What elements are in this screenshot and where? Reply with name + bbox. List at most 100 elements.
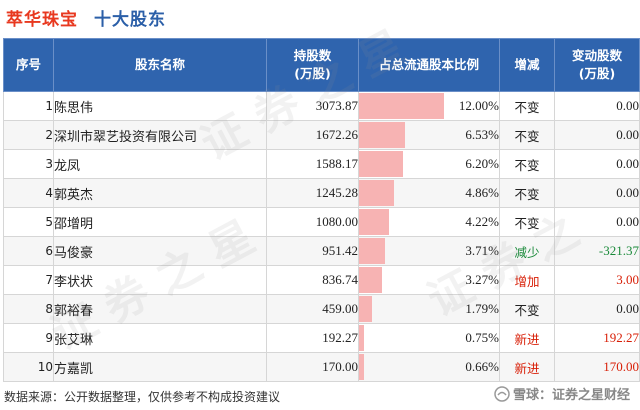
ratio-bar — [359, 238, 386, 264]
change-amount: 0.00 — [554, 207, 640, 237]
ratio-value: 6.53% — [465, 127, 499, 142]
ratio-cell: 1.79% — [358, 294, 500, 324]
change-status: 增加 — [499, 265, 555, 295]
ratio-bar — [359, 267, 383, 293]
ratio-value: 3.71% — [465, 243, 499, 258]
row-index: 9 — [3, 323, 54, 353]
ratio-value: 0.75% — [465, 330, 499, 345]
col-header-name: 股东名称 — [53, 38, 267, 92]
ratio-cell: 3.71% — [358, 236, 500, 266]
shares-held: 170.00 — [266, 352, 359, 382]
change-status: 不变 — [499, 178, 555, 208]
ratio-cell: 4.22% — [358, 207, 500, 237]
change-status: 新进 — [499, 323, 555, 353]
table-body: 1 陈思伟 3073.87 12.00% 不变 0.00 2 深圳市翠艺投资有限公司 1672.… — [3, 91, 640, 382]
change-amount: 3.00 — [554, 265, 640, 295]
ratio-value: 0.66% — [465, 359, 499, 374]
col-header-change: 增减 — [499, 38, 555, 92]
ratio-bar — [359, 354, 364, 380]
shares-held: 192.27 — [266, 323, 359, 353]
shares-held: 1588.17 — [266, 149, 359, 179]
row-index: 3 — [3, 149, 54, 179]
shares-held: 3073.87 — [266, 91, 359, 121]
shares-held: 459.00 — [266, 294, 359, 324]
shareholder-name: 深圳市翠艺投资有限公司 — [53, 120, 267, 150]
row-index: 8 — [3, 294, 54, 324]
shares-held: 836.74 — [266, 265, 359, 295]
change-amount: 192.27 — [554, 323, 640, 353]
change-status: 不变 — [499, 91, 555, 121]
brand-watermark: 雪球：证券之星财经 — [494, 384, 630, 403]
col-header-ratio: 占总流通股本比例 — [358, 38, 500, 92]
col-header-delta: 变动股数 (万股) — [554, 38, 640, 92]
ratio-value: 4.22% — [465, 214, 499, 229]
shareholder-name: 李状状 — [53, 265, 267, 295]
change-amount: 0.00 — [554, 120, 640, 150]
shareholder-name: 马俊豪 — [53, 236, 267, 266]
row-index: 6 — [3, 236, 54, 266]
ratio-cell: 0.75% — [358, 323, 500, 353]
change-amount: 0.00 — [554, 149, 640, 179]
shareholder-name: 邵增明 — [53, 207, 267, 237]
change-status: 不变 — [499, 149, 555, 179]
change-amount: 170.00 — [554, 352, 640, 382]
row-index: 4 — [3, 178, 54, 208]
shares-held: 951.42 — [266, 236, 359, 266]
shareholder-name: 郭英杰 — [53, 178, 267, 208]
ratio-bar — [359, 209, 390, 235]
top-shareholders-table: 序号 股东名称 持股数 (万股) 占总流通股本比例 增减 变动股数 (万股) 1 陈思伟 3073… — [3, 38, 640, 382]
page-header: 萃华珠宝 十大股东 — [6, 3, 166, 31]
table-row: 5 邵增明 1080.00 4.22% 不变 0.00 — [3, 207, 640, 237]
change-status: 不变 — [499, 294, 555, 324]
shareholder-name: 方嘉凯 — [53, 352, 267, 382]
ratio-bar — [359, 122, 406, 148]
ratio-bar — [359, 151, 404, 177]
ratio-value: 1.79% — [465, 301, 499, 316]
table-row: 10 方嘉凯 170.00 0.66% 新进 170.00 — [3, 352, 640, 382]
shares-held: 1080.00 — [266, 207, 359, 237]
ratio-bar — [359, 296, 372, 322]
ratio-value: 4.86% — [465, 185, 499, 200]
shareholder-name: 龙凤 — [53, 149, 267, 179]
row-index: 5 — [3, 207, 54, 237]
row-index: 1 — [3, 91, 54, 121]
table-row: 8 郭裕春 459.00 1.79% 不变 0.00 — [3, 294, 640, 324]
shareholder-name: 陈思伟 — [53, 91, 267, 121]
ratio-cell: 0.66% — [358, 352, 500, 382]
row-index: 7 — [3, 265, 54, 295]
change-status: 减少 — [499, 236, 555, 266]
company-name: 萃华珠宝 — [6, 9, 78, 30]
table-row: 2 深圳市翠艺投资有限公司 1672.26 6.53% 不变 0.00 — [3, 120, 640, 150]
change-amount: 0.00 — [554, 178, 640, 208]
ratio-value: 6.20% — [465, 156, 499, 171]
shares-held: 1245.28 — [266, 178, 359, 208]
ratio-cell: 4.86% — [358, 178, 500, 208]
table-row: 1 陈思伟 3073.87 12.00% 不变 0.00 — [3, 91, 640, 121]
ratio-cell: 6.53% — [358, 120, 500, 150]
ratio-value: 3.27% — [465, 272, 499, 287]
ratio-bar — [359, 325, 365, 351]
table-row: 4 郭英杰 1245.28 4.86% 不变 0.00 — [3, 178, 640, 208]
shareholder-name: 郭裕春 — [53, 294, 267, 324]
snowball-icon — [494, 385, 510, 402]
table-row: 6 马俊豪 951.42 3.71% 减少 -321.37 — [3, 236, 640, 266]
col-header-index: 序号 — [3, 38, 54, 92]
shares-held: 1672.26 — [266, 120, 359, 150]
row-index: 2 — [3, 120, 54, 150]
change-status: 新进 — [499, 352, 555, 382]
ratio-bar — [359, 180, 394, 206]
table-row: 9 张艾琳 192.27 0.75% 新进 192.27 — [3, 323, 640, 353]
ratio-cell: 12.00% — [358, 91, 500, 121]
table-row: 7 李状状 836.74 3.27% 增加 3.00 — [3, 265, 640, 295]
brand-text: 雪球：证券之星财经 — [512, 388, 630, 403]
table-row: 3 龙凤 1588.17 6.20% 不变 0.00 — [3, 149, 640, 179]
ratio-value: 12.00% — [458, 98, 499, 113]
row-index: 10 — [3, 352, 54, 382]
page-title: 十大股东 — [94, 9, 166, 30]
shareholder-name: 张艾琳 — [53, 323, 267, 353]
ratio-cell: 3.27% — [358, 265, 500, 295]
change-status: 不变 — [499, 207, 555, 237]
change-status: 不变 — [499, 120, 555, 150]
change-amount: 0.00 — [554, 91, 640, 121]
ratio-cell: 6.20% — [358, 149, 500, 179]
